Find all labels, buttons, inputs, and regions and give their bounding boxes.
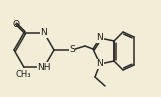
Text: N: N bbox=[97, 33, 103, 42]
Text: S: S bbox=[69, 45, 75, 55]
Text: NH: NH bbox=[37, 63, 51, 72]
Text: N: N bbox=[97, 59, 103, 68]
Text: N: N bbox=[41, 28, 47, 37]
Text: O: O bbox=[12, 20, 19, 29]
Text: CH₃: CH₃ bbox=[15, 70, 31, 79]
